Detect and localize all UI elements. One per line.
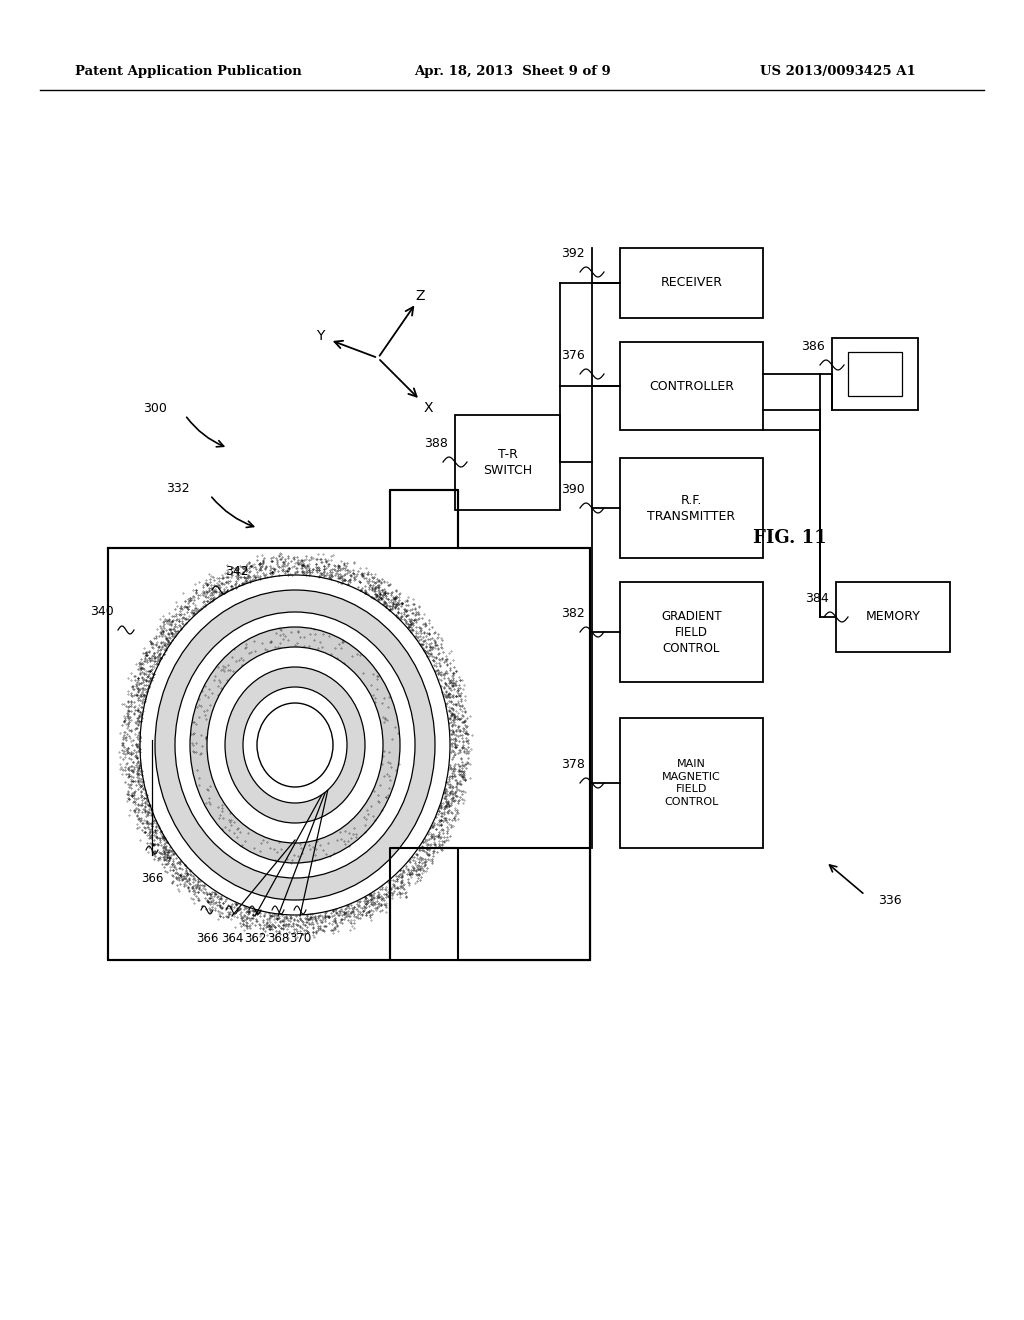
Text: R.F.
TRANSMITTER: R.F. TRANSMITTER	[647, 494, 735, 523]
Text: Patent Application Publication: Patent Application Publication	[75, 65, 302, 78]
Text: RECEIVER: RECEIVER	[660, 276, 723, 289]
Text: MEMORY: MEMORY	[865, 610, 921, 623]
Text: FIG. 11: FIG. 11	[754, 529, 826, 546]
Bar	[620, 582, 763, 682]
Text: 370: 370	[289, 932, 311, 945]
Text: 366: 366	[141, 873, 163, 884]
Text: 388: 388	[424, 437, 449, 450]
Text: 392: 392	[561, 247, 585, 260]
Bar	[455, 414, 560, 510]
Ellipse shape	[155, 590, 435, 900]
Ellipse shape	[175, 612, 415, 878]
Ellipse shape	[117, 550, 473, 940]
Text: Y: Y	[315, 329, 325, 343]
Text: X: X	[423, 401, 433, 414]
Bar	[620, 248, 763, 318]
Bar	[108, 548, 590, 960]
Text: 382: 382	[561, 607, 585, 620]
Ellipse shape	[257, 704, 333, 787]
Text: US 2013/0093425 A1: US 2013/0093425 A1	[760, 65, 915, 78]
Text: CONTROLLER: CONTROLLER	[649, 380, 734, 392]
Bar	[620, 458, 763, 558]
Text: 300: 300	[143, 401, 167, 414]
Ellipse shape	[190, 627, 400, 863]
Text: 342: 342	[225, 565, 249, 578]
Text: 386: 386	[801, 341, 825, 352]
Bar	[848, 352, 902, 396]
Text: Z: Z	[416, 289, 425, 304]
Polygon shape	[108, 490, 590, 960]
Text: GRADIENT
FIELD
CONTROL: GRADIENT FIELD CONTROL	[662, 610, 722, 655]
Ellipse shape	[243, 686, 347, 803]
Ellipse shape	[225, 667, 365, 822]
Bar	[836, 582, 950, 652]
Text: 378: 378	[561, 758, 585, 771]
Ellipse shape	[140, 576, 450, 915]
Bar	[831, 338, 918, 411]
Text: 364: 364	[221, 932, 243, 945]
Text: 390: 390	[561, 483, 585, 496]
Bar	[620, 342, 763, 430]
Text: 340: 340	[90, 605, 114, 618]
Text: 362: 362	[244, 932, 266, 945]
Text: MAIN
MAGNETIC
FIELD
CONTROL: MAIN MAGNETIC FIELD CONTROL	[663, 759, 721, 807]
Text: Apr. 18, 2013  Sheet 9 of 9: Apr. 18, 2013 Sheet 9 of 9	[414, 65, 610, 78]
Text: T-R
SWITCH: T-R SWITCH	[483, 447, 532, 477]
Text: 384: 384	[805, 591, 829, 605]
Bar	[390, 847, 590, 960]
Text: 336: 336	[878, 894, 901, 907]
Text: 366: 366	[196, 932, 218, 945]
Ellipse shape	[207, 647, 383, 843]
Text: 368: 368	[267, 932, 289, 945]
Text: 376: 376	[561, 348, 585, 362]
Bar	[620, 718, 763, 847]
Text: 332: 332	[166, 482, 189, 495]
